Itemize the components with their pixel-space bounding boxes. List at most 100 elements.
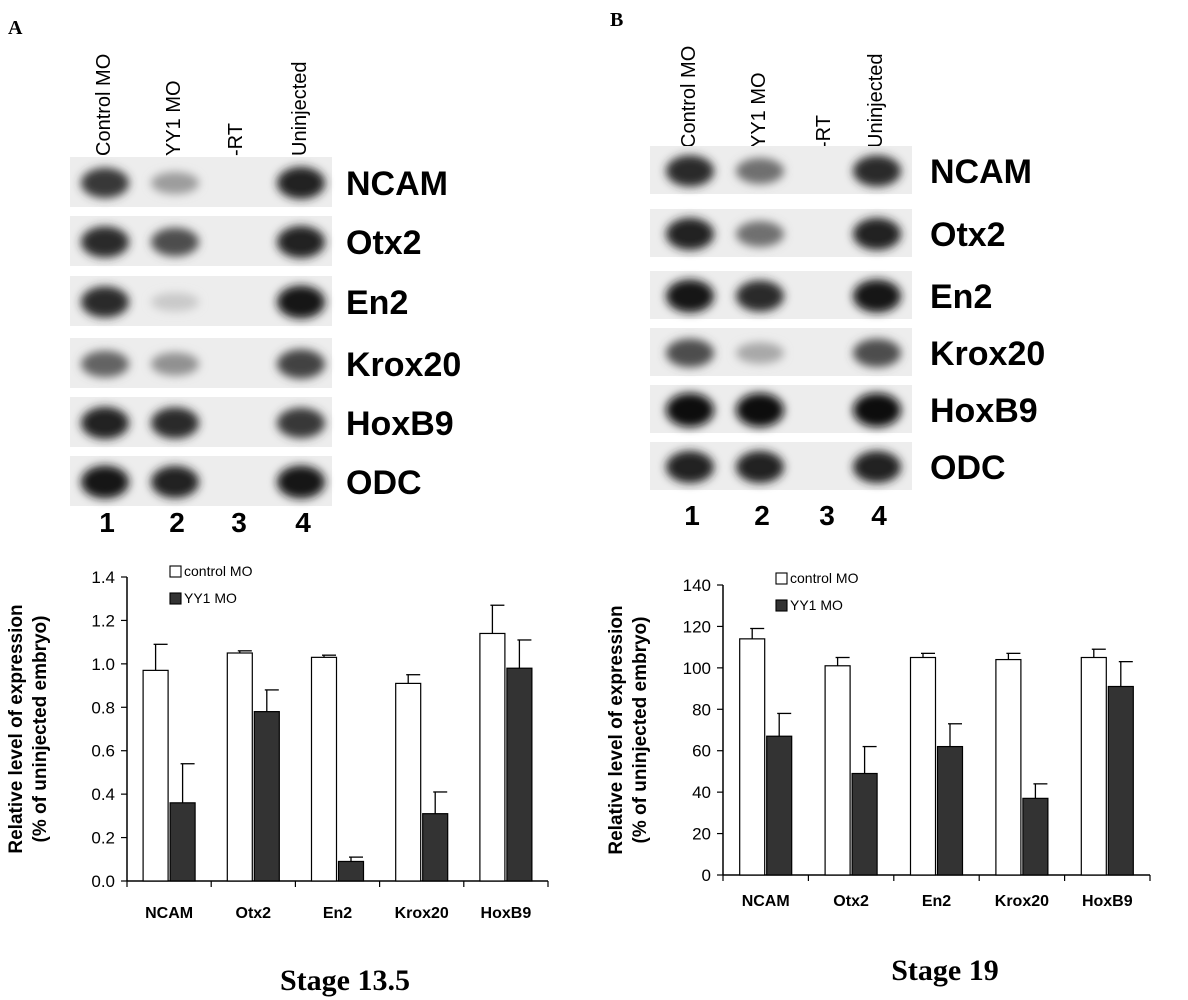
lane-number: 2 <box>754 500 770 531</box>
gel-band <box>277 166 325 200</box>
panel-a: A Control MO YY1 MO -RT Uninjected NCAM Otx2 E… <box>8 17 461 997</box>
lane-label: Control MO <box>678 46 700 148</box>
bar-control-mo <box>909 656 937 876</box>
gel-band <box>81 286 129 318</box>
bar-yy1-mo <box>936 745 964 876</box>
gel-band <box>736 393 784 427</box>
lane-number: 1 <box>99 507 115 538</box>
bar-yy1-mo <box>1022 797 1049 876</box>
lane-label: Uninjected <box>865 53 887 148</box>
gel-band <box>736 342 784 364</box>
y-tick-label: 0.6 <box>91 742 115 761</box>
lane-label: Uninjected <box>289 61 311 156</box>
category-label: Otx2 <box>236 905 272 922</box>
y-tick-label: 100 <box>683 659 711 678</box>
category-label: HoxB9 <box>481 905 532 922</box>
gel-band <box>736 221 784 247</box>
panel-b: B Control MO YY1 MO -RT Uninjected NCAM Otx2 E… <box>610 9 1045 987</box>
gel-band <box>81 350 129 378</box>
legend-swatch <box>169 592 182 605</box>
lane-number: 3 <box>819 500 835 531</box>
lane-label: YY1 MO <box>748 72 770 148</box>
gel-band <box>666 279 714 313</box>
legend-swatch <box>775 599 788 612</box>
gel-band <box>81 465 129 499</box>
gel-band <box>151 171 199 195</box>
bar-yy1-mo <box>851 772 878 876</box>
legend-label: control MO <box>184 563 253 579</box>
category-label: Krox20 <box>395 905 449 922</box>
bar-yy1-mo <box>506 667 533 882</box>
gene-label: En2 <box>346 284 408 322</box>
gel-image: Control MO YY1 MO -RT Uninjected NCAM Otx2 En2… <box>70 54 461 538</box>
y-tick-label: 0.8 <box>91 698 115 717</box>
y-tick-label: 80 <box>692 700 711 719</box>
gel-band <box>666 450 714 484</box>
bar-yy1-mo <box>337 860 365 882</box>
bar-control-mo <box>142 669 169 882</box>
gene-label: Otx2 <box>930 216 1006 254</box>
y-axis-label: Relative level of expression <box>6 604 27 853</box>
bar-chart-stage-19: 0 20 40 60 80 100 120 140 NCAM Otx2 En2 Krox20 HoxB9… <box>606 570 1151 910</box>
legend-label: control MO <box>790 570 859 586</box>
y-tick-label: 140 <box>683 576 711 595</box>
gel-band <box>666 155 714 187</box>
bar-control-mo <box>310 656 338 882</box>
gene-label: NCAM <box>930 153 1032 191</box>
gel-band <box>81 226 129 258</box>
y-tick-label: 20 <box>692 825 711 844</box>
lane-number: 2 <box>169 507 185 538</box>
gel-band <box>151 465 199 499</box>
panel-letter: A <box>8 17 23 39</box>
lane-number: 4 <box>295 507 311 538</box>
stage-title: Stage 19 <box>891 954 999 987</box>
gel-band <box>853 393 901 427</box>
y-axis-label: (% of uninjected embryo) <box>630 617 651 844</box>
gel-band <box>736 158 784 184</box>
gel-band <box>853 155 901 187</box>
gene-label: HoxB9 <box>346 405 454 443</box>
bar-control-mo <box>1080 656 1107 876</box>
bar-control-mo <box>226 652 253 882</box>
gel-band <box>277 225 325 259</box>
lane-label: -RT <box>813 115 835 148</box>
bar-yy1-mo <box>253 711 280 882</box>
gel-band <box>151 292 199 312</box>
lane-label: -RT <box>225 123 247 156</box>
stage-title: Stage 13.5 <box>280 964 410 997</box>
category-label: En2 <box>323 905 352 922</box>
panel-letter: B <box>610 9 623 31</box>
bar-control-mo <box>995 658 1022 876</box>
y-tick-label: 1.2 <box>91 611 115 630</box>
lane-label: Control MO <box>93 54 115 156</box>
category-label: En2 <box>922 893 951 910</box>
gel-band <box>277 407 325 439</box>
lane-number: 4 <box>871 500 887 531</box>
gel-band <box>666 338 714 368</box>
category-label: NCAM <box>742 893 790 910</box>
lane-label: YY1 MO <box>163 80 185 156</box>
y-tick-label: 1.0 <box>91 655 115 674</box>
bar-yy1-mo <box>422 813 449 882</box>
gel-band <box>81 167 129 199</box>
gel-band <box>151 227 199 257</box>
gel-band <box>853 217 901 251</box>
y-tick-label: 0.0 <box>91 872 115 891</box>
y-tick-label: 0 <box>702 866 711 885</box>
gene-label: Krox20 <box>346 346 461 384</box>
gel-band <box>277 285 325 319</box>
gel-band <box>277 465 325 499</box>
gene-label: Krox20 <box>930 335 1045 373</box>
bar-control-mo <box>739 638 766 876</box>
y-tick-label: 120 <box>683 617 711 636</box>
legend-swatch <box>169 565 182 578</box>
bar-control-mo <box>824 665 851 876</box>
legend-label: YY1 MO <box>184 590 237 606</box>
gene-label: Otx2 <box>346 224 422 262</box>
lane-number: 1 <box>684 500 700 531</box>
gene-label: NCAM <box>346 165 448 203</box>
gel-band <box>666 393 714 427</box>
gene-label: En2 <box>930 278 992 316</box>
gel-band <box>853 279 901 313</box>
